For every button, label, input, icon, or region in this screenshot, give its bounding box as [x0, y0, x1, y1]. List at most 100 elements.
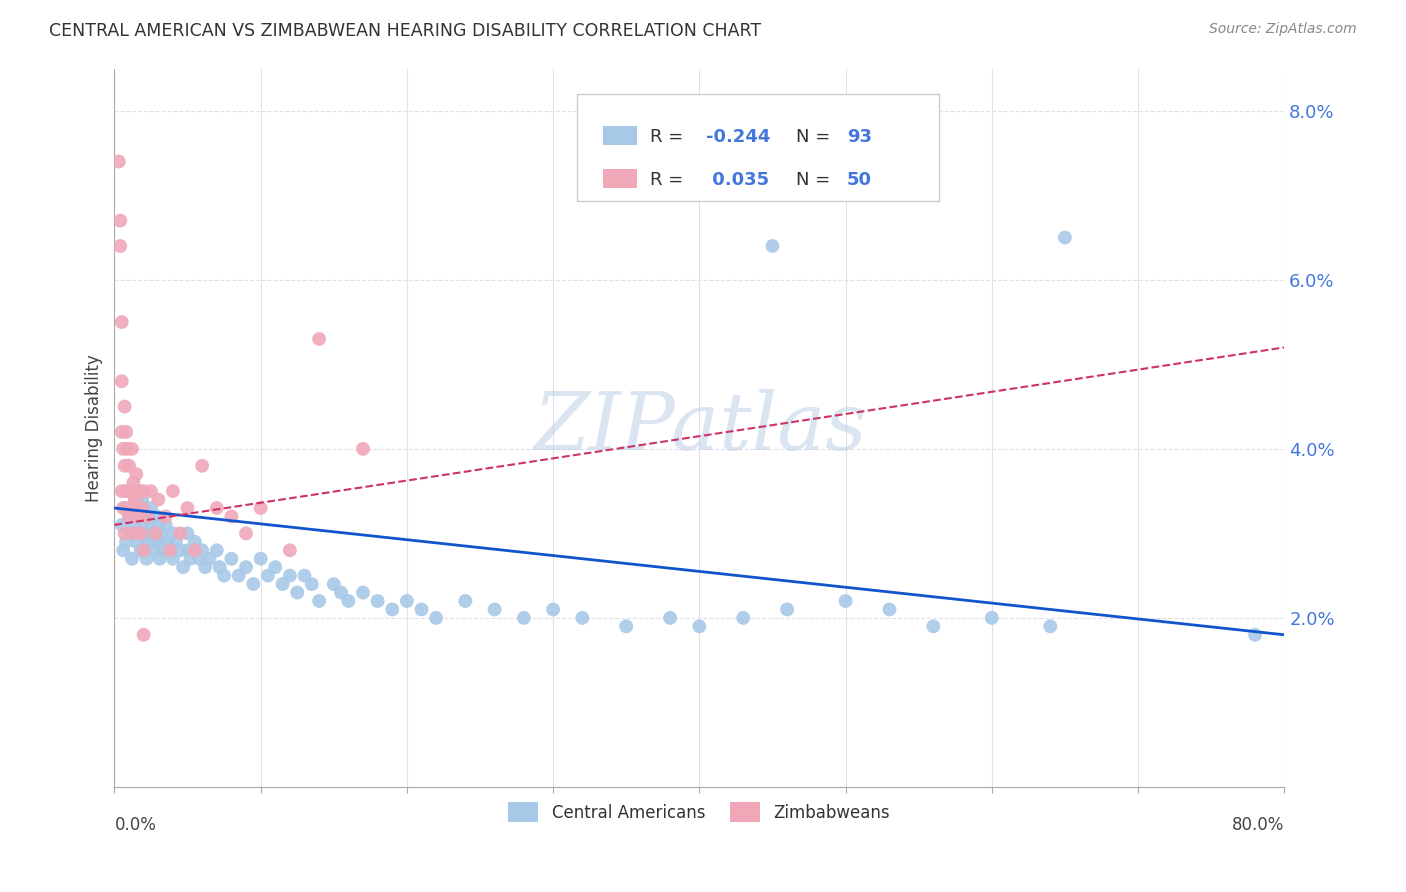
- Text: 93: 93: [846, 128, 872, 146]
- Point: [127, 509, 149, 524]
- Point: [115, 484, 138, 499]
- Point: [308, 594, 330, 608]
- Point: [162, 526, 184, 541]
- Point: [156, 534, 179, 549]
- Point: [111, 315, 134, 329]
- Point: [155, 509, 177, 524]
- Text: R =: R =: [650, 128, 689, 146]
- Point: [169, 543, 191, 558]
- Point: [179, 551, 201, 566]
- Point: [155, 517, 177, 532]
- Point: [688, 619, 710, 633]
- Point: [308, 332, 330, 346]
- Point: [212, 568, 235, 582]
- Point: [194, 560, 217, 574]
- Text: Source: ZipAtlas.com: Source: ZipAtlas.com: [1209, 22, 1357, 37]
- Point: [149, 551, 172, 566]
- Point: [513, 611, 536, 625]
- Point: [242, 577, 264, 591]
- Point: [176, 526, 198, 541]
- Point: [188, 551, 211, 566]
- Point: [125, 492, 148, 507]
- Point: [221, 551, 243, 566]
- Point: [117, 501, 139, 516]
- Point: [114, 501, 136, 516]
- Point: [221, 509, 243, 524]
- FancyBboxPatch shape: [603, 127, 637, 145]
- Point: [322, 577, 344, 591]
- Point: [454, 594, 477, 608]
- Point: [395, 594, 418, 608]
- Point: [118, 509, 141, 524]
- Point: [132, 501, 155, 516]
- Point: [176, 543, 198, 558]
- Point: [112, 501, 135, 516]
- Point: [128, 484, 150, 499]
- Point: [159, 543, 181, 558]
- Point: [114, 526, 136, 541]
- Text: 0.035: 0.035: [706, 170, 769, 189]
- Point: [125, 534, 148, 549]
- Point: [879, 602, 901, 616]
- Point: [111, 484, 134, 499]
- Point: [129, 526, 152, 541]
- Point: [278, 568, 301, 582]
- Point: [132, 543, 155, 558]
- Point: [128, 526, 150, 541]
- Point: [122, 475, 145, 490]
- Point: [132, 628, 155, 642]
- Text: CENTRAL AMERICAN VS ZIMBABWEAN HEARING DISABILITY CORRELATION CHART: CENTRAL AMERICAN VS ZIMBABWEAN HEARING D…: [49, 22, 761, 40]
- Point: [138, 526, 160, 541]
- Point: [143, 526, 166, 541]
- Point: [176, 501, 198, 516]
- Point: [541, 602, 564, 616]
- Point: [776, 602, 799, 616]
- Point: [148, 492, 170, 507]
- Point: [139, 517, 162, 532]
- Point: [135, 551, 157, 566]
- Point: [285, 585, 308, 599]
- Text: N =: N =: [796, 128, 837, 146]
- Point: [228, 568, 250, 582]
- Point: [132, 484, 155, 499]
- Point: [614, 619, 637, 633]
- Point: [1244, 628, 1267, 642]
- Text: R =: R =: [650, 170, 689, 189]
- Point: [139, 484, 162, 499]
- Text: 80.0%: 80.0%: [1232, 815, 1284, 834]
- Point: [184, 543, 207, 558]
- Point: [139, 501, 162, 516]
- Point: [129, 543, 152, 558]
- Point: [122, 526, 145, 541]
- Point: [114, 458, 136, 473]
- Point: [135, 509, 157, 524]
- Point: [980, 611, 1002, 625]
- FancyBboxPatch shape: [603, 169, 637, 187]
- Point: [121, 501, 143, 516]
- Point: [121, 551, 143, 566]
- Point: [120, 526, 142, 541]
- Point: [659, 611, 682, 625]
- Point: [367, 594, 389, 608]
- Point: [118, 509, 141, 524]
- Point: [205, 501, 228, 516]
- Point: [294, 568, 316, 582]
- Point: [152, 543, 174, 558]
- Point: [922, 619, 945, 633]
- Point: [111, 425, 134, 439]
- Text: -0.244: -0.244: [706, 128, 770, 146]
- Text: 0.0%: 0.0%: [114, 815, 156, 834]
- Text: N =: N =: [796, 170, 837, 189]
- Point: [136, 509, 159, 524]
- Point: [135, 534, 157, 549]
- Point: [127, 509, 149, 524]
- Point: [132, 526, 155, 541]
- Point: [124, 492, 146, 507]
- Point: [159, 543, 181, 558]
- Point: [571, 611, 593, 625]
- Point: [131, 501, 153, 516]
- Point: [249, 551, 271, 566]
- Point: [148, 534, 170, 549]
- Point: [264, 560, 287, 574]
- Point: [172, 560, 194, 574]
